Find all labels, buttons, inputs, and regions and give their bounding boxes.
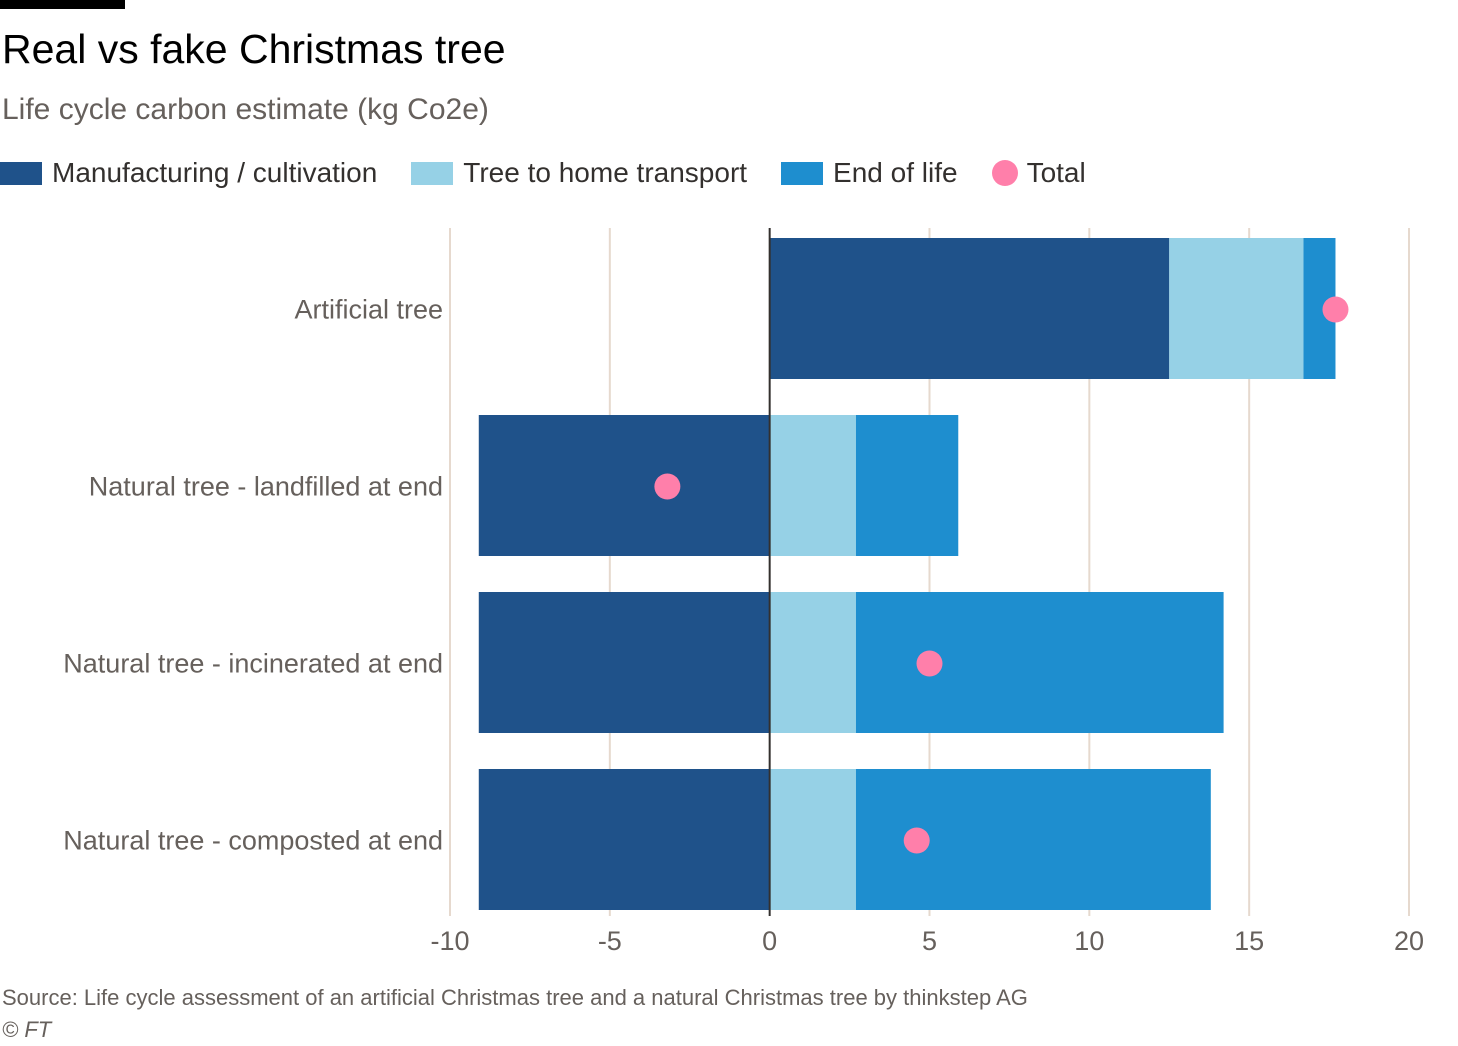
x-tick-label: 15: [1234, 926, 1264, 956]
legend-item-total: Total: [991, 157, 1086, 189]
x-tick-label: 10: [1074, 926, 1104, 956]
legend: Manufacturing / cultivation Tree to home…: [0, 152, 1120, 194]
bar-segment: [769, 238, 1170, 379]
category-label: Natural tree - landfilled at end: [89, 472, 443, 502]
legend-swatch-transport: [411, 161, 454, 185]
legend-dot-total: [991, 160, 1018, 186]
category-label: Artificial tree: [294, 295, 443, 325]
bar-segment: [478, 592, 770, 733]
bar-segment: [478, 769, 770, 910]
source-note: Source: Life cycle assessment of an arti…: [2, 985, 1028, 1010]
legend-swatch-manufacturing: [0, 161, 42, 185]
legend-label: Total: [1026, 157, 1086, 188]
bar-segment: [855, 415, 959, 556]
chart-title: Real vs fake Christmas tree: [2, 26, 506, 72]
legend-label: Tree to home transport: [463, 157, 748, 188]
total-dot: [916, 650, 943, 677]
bar-segment: [769, 769, 856, 910]
top-accent-bar: [0, 0, 125, 9]
bar-segment: [769, 415, 856, 556]
x-tick-label: -10: [430, 926, 469, 956]
footer: Source: Life cycle assessment of an arti…: [2, 982, 1028, 1046]
legend-item-manufacturing: Manufacturing / cultivation: [0, 157, 377, 189]
x-tick-label: -5: [598, 926, 622, 956]
total-dot: [654, 473, 681, 500]
credit: © FT: [2, 1017, 52, 1042]
legend-item-end-of-life: End of life: [781, 157, 958, 189]
legend-label: End of life: [833, 157, 958, 188]
chart-subtitle: Life cycle carbon estimate (kg Co2e): [2, 93, 489, 126]
bar-segment: [1169, 238, 1304, 379]
chart-plot: Artificial tree Natural tree - landfilled…: [63, 228, 1424, 956]
bar-segment: [769, 592, 856, 733]
bar-segment: [855, 592, 1224, 733]
x-tick-label: 20: [1394, 926, 1424, 956]
x-tick-label: 5: [922, 926, 937, 956]
total-dot: [1322, 296, 1349, 323]
legend-label: Manufacturing / cultivation: [52, 157, 378, 188]
x-tick-label: 0: [762, 926, 777, 956]
legend-item-transport: Tree to home transport: [411, 157, 747, 189]
bar-segment: [478, 415, 770, 556]
category-label: Natural tree - composted at end: [63, 826, 443, 856]
category-label: Natural tree - incinerated at end: [63, 649, 443, 679]
legend-swatch-end-of-life: [781, 161, 824, 185]
total-dot: [903, 827, 930, 854]
